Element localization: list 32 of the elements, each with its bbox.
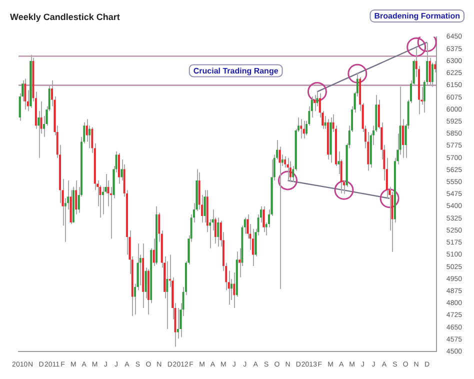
candlestick xyxy=(302,120,305,140)
candlestick xyxy=(166,260,168,330)
candlestick xyxy=(402,118,404,158)
candlestick xyxy=(75,180,78,215)
candlestick xyxy=(316,91,318,107)
annotation: Crucial Trading Range xyxy=(193,66,279,76)
candlestick xyxy=(102,186,104,215)
candlestick xyxy=(431,62,434,88)
candlestick xyxy=(99,184,102,218)
candlestick xyxy=(252,228,254,267)
candlestick xyxy=(262,206,265,233)
candlestick xyxy=(284,156,286,168)
chart-title: Weekly Candlestick Chart xyxy=(10,12,120,22)
candlestick xyxy=(30,54,32,108)
point xyxy=(380,188,400,208)
candlestick xyxy=(118,152,120,184)
text: Broadening Formation xyxy=(374,12,460,21)
point xyxy=(278,170,298,190)
candlestick xyxy=(176,308,179,340)
candlestick xyxy=(209,218,212,249)
candlestick xyxy=(300,118,302,140)
point xyxy=(307,82,327,102)
candlestick xyxy=(24,78,26,110)
candlestick xyxy=(330,117,332,164)
point xyxy=(406,37,426,57)
candlestick xyxy=(434,60,436,73)
point xyxy=(348,64,368,84)
candlestick xyxy=(314,94,316,112)
candlestick xyxy=(233,272,236,309)
point xyxy=(334,180,354,200)
candlestick xyxy=(217,217,220,248)
candlestick xyxy=(289,160,292,183)
